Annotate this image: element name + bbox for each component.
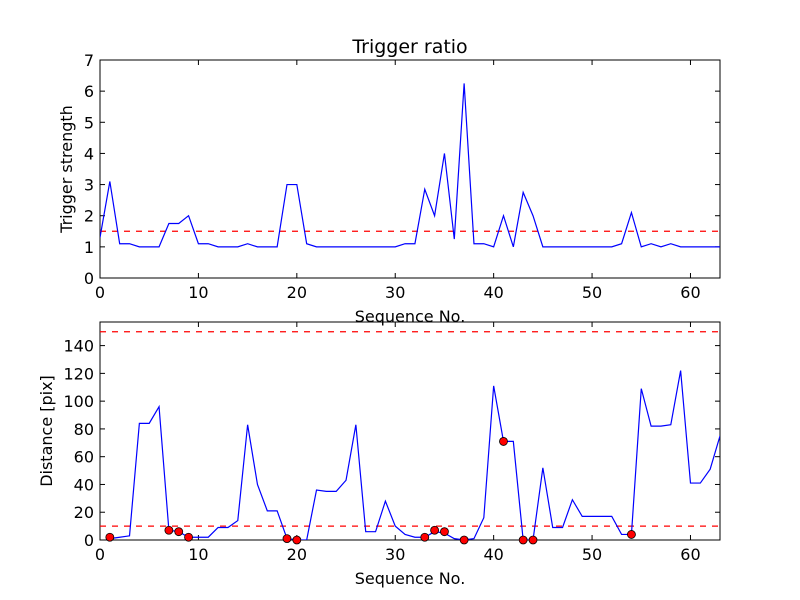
x-tick-label: 0 — [95, 283, 105, 302]
series-line — [100, 83, 720, 248]
marker-point — [105, 532, 115, 542]
series-line — [109, 370, 720, 540]
x-tick-label: 40 — [483, 283, 503, 302]
y-tick-label: 120 — [63, 364, 94, 383]
marker-point — [164, 525, 174, 535]
chart-title: Trigger ratio — [351, 36, 467, 58]
axes-frame — [99, 321, 721, 541]
x-tick-label: 30 — [385, 545, 405, 564]
y-axis-label: Trigger strength — [57, 105, 76, 234]
x-tick-label: 50 — [582, 283, 602, 302]
marker-point — [440, 527, 449, 537]
marker-point — [174, 527, 184, 537]
x-tick-label: 50 — [582, 545, 602, 564]
y-tick-label: 3 — [84, 176, 94, 195]
subplot-1: 0 10 20 30 40 50 60 0 1 2 3 4 5 6 7 Trigger ratio Sequen… — [57, 36, 721, 326]
marker-point — [499, 437, 508, 446]
x-tick-label: 60 — [680, 283, 700, 302]
marker-point — [528, 535, 538, 545]
marker-point — [184, 532, 193, 542]
x-tick-label: 10 — [188, 283, 208, 302]
x-tick-label: 30 — [385, 283, 405, 302]
y-tick-label: 40 — [74, 475, 94, 494]
y-tick-label: 4 — [84, 144, 94, 163]
y-tick-label: 7 — [84, 51, 94, 70]
marker-point — [420, 532, 430, 542]
y-tick-label: 5 — [84, 113, 94, 132]
x-tick-label: 20 — [287, 545, 307, 564]
x-tick-label: 60 — [680, 545, 700, 564]
x-tick-label: 0 — [95, 545, 105, 564]
axes-frame — [99, 59, 721, 279]
subplot-2: 0 10 20 30 40 50 60 0 20 40 60 80 100 120 140 Sequence … — [37, 321, 721, 588]
x-axis-label: Sequence No. — [355, 307, 466, 326]
marker-point — [282, 534, 292, 544]
y-tick-label: 0 — [84, 269, 94, 288]
y-axis-label: Distance [pix] — [37, 375, 56, 487]
y-tick-label: 140 — [63, 337, 94, 356]
y-tick-label: 6 — [84, 82, 94, 101]
x-axis-label: Sequence No. — [355, 569, 466, 588]
y-tick-label: 60 — [74, 448, 94, 467]
marker-point — [518, 535, 528, 545]
x-tick-label: 10 — [188, 545, 208, 564]
marker-point — [459, 535, 469, 545]
x-tick-label: 40 — [483, 545, 503, 564]
marker-point — [430, 525, 440, 535]
y-tick-label: 0 — [84, 531, 94, 550]
y-tick-label: 1 — [84, 238, 94, 257]
marker-point — [292, 535, 302, 545]
y-tick-label: 100 — [63, 392, 94, 411]
marker-point — [627, 530, 636, 539]
y-tick-label: 20 — [74, 503, 94, 522]
y-tick-label: 80 — [74, 420, 94, 439]
y-tick-label: 2 — [84, 207, 94, 226]
x-tick-label: 20 — [287, 283, 307, 302]
